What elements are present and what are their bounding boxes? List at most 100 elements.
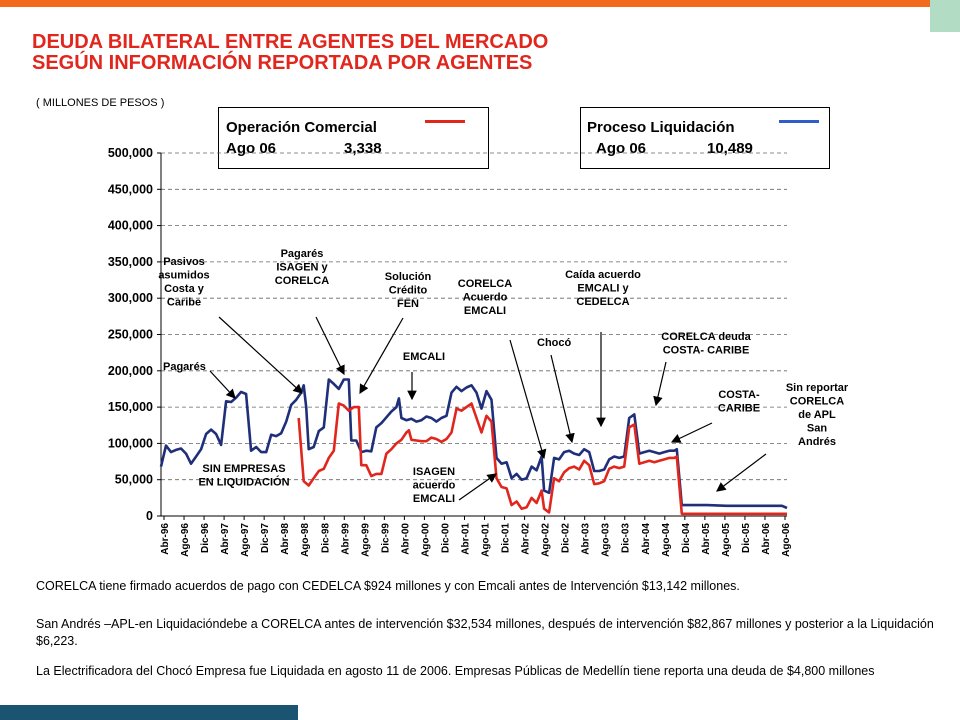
annotation-arrow [315,316,345,376]
annotation-pagares-isagen: CORELCA [275,275,329,287]
annotation-corelca-acuerdo: EMCALI [464,305,506,317]
x-tick-label: Ago-05 [721,523,732,557]
x-tick-label: Ago-00 [420,523,431,557]
annotation-solucion: Crédito [389,285,428,297]
x-tick-label: Abr-04 [641,523,652,555]
units-label: ( MILLONES DE PESOS ) [36,97,165,109]
x-tick-label: Ago-02 [541,523,552,557]
annotation-pasivos: Costa y [164,283,205,295]
annotation-sin-empresas: SIN EMPRESAS [202,463,285,475]
x-tick-label: Abr-98 [280,523,291,555]
annotation-pasivos: Caribe [167,297,201,309]
annotation-arrow [209,370,236,399]
top-accent-bar [0,0,960,7]
x-tick-label: Dic-03 [621,523,632,553]
x-tick-label: Ago-97 [240,523,251,557]
x-tick-label: Dic-04 [681,523,692,553]
y-tick-label: 350,000 [108,255,153,269]
x-tick-label: Ago-98 [300,523,311,557]
x-tick-label: Ago-99 [360,523,371,557]
x-tick-label: Dic-00 [440,523,451,553]
annotation-sin-empresas: EN LIQUIDACIÓN [198,476,289,489]
x-tick-label: Ago-04 [661,523,672,557]
annotation-costa-caribe: CARIBE [718,403,760,415]
corner-accent [930,0,960,32]
annotation-corelca-acuerdo: Acuerdo [463,292,508,304]
note-choco: La Electrificadora del Chocó Empresa fue… [36,664,875,678]
legend-commercial-title: Operación Comercial [226,119,377,136]
x-tick-label: Abr-02 [521,523,532,555]
annotation-costa-caribe: COSTA- [718,389,760,401]
annotation-corelca-deuda: COSTA- CARIBE [663,345,750,357]
y-tick-label: 500,000 [108,146,153,160]
x-tick-label: Dic-98 [320,523,331,553]
legend-liquidation-swatch [779,120,819,123]
annotation-corelca-acuerdo: CORELCA [458,278,512,290]
annotation-arrow [359,317,404,395]
annotation-pagares: Pagarés [163,361,206,373]
y-tick-label: 100,000 [108,436,153,450]
x-tick-label: Dic-05 [741,523,752,553]
x-tick-label: Dic-97 [260,523,271,553]
annotation-sin-reportar: Andrés [798,436,836,448]
legend-liquidation: Proceso Liquidación Ago 06 10,489 [580,107,830,169]
y-tick-label: 0 [146,509,153,523]
legend-commercial-swatch [425,120,465,123]
y-tick-label: 400,000 [108,219,153,233]
x-tick-label: Dic-02 [561,523,572,553]
y-tick-label: 450,000 [108,182,153,196]
annotation-caida: Caída acuerdo [565,269,641,281]
annotation-caida: CEDELCA [576,296,629,308]
y-tick-label: 200,000 [108,364,153,378]
y-tick-label: 300,000 [108,291,153,305]
annotation-pagares-isagen: ISAGEN y [276,262,328,274]
annotation-isagen-acuerdo: acuerdo [413,480,456,492]
x-tick-label: Abr-00 [400,523,411,555]
annotation-choco: Chocó [537,337,572,349]
annotation-sin-reportar: Sin reportar [786,382,849,394]
x-tick-label: Abr-01 [460,523,471,555]
annotation-arrow [670,422,713,443]
series-line-liquidation [159,378,788,510]
x-tick-label: Ago-03 [601,523,612,557]
x-tick-label: Abr-06 [761,523,772,555]
legend-liquidation-title: Proceso Liquidación [587,119,735,136]
annotation-isagen-acuerdo: EMCALI [413,493,455,505]
annotation-arrow [509,339,547,460]
y-tick-label: 150,000 [108,400,153,414]
title-line-2: SEGÚN INFORMACIÓN REPORTADA POR AGENTES [32,52,533,74]
annotation-arrow [550,354,575,444]
annotation-arrow [218,316,303,394]
page-title: DEUDA BILATERAL ENTRE AGENTES DEL MERCAD… [32,32,548,74]
x-tick-label: Dic-01 [501,523,512,553]
x-tick-label: Ago-01 [481,523,492,557]
x-tick-label: Ago-06 [781,523,792,557]
x-tick-label: Abr-96 [160,523,171,555]
annotation-pasivos: asumidos [158,270,209,282]
annotation-pasivos: Pasivos [163,256,205,268]
annotation-arrow [458,473,497,501]
annotation-emcali: EMCALI [403,351,445,363]
x-tick-label: Abr-03 [581,523,592,555]
annotation-corelca-deuda: CORELCA deuda [661,331,751,343]
annotation-caida: EMCALI y [577,283,629,295]
annotation-sin-reportar: CORELCA [790,396,844,408]
x-tick-label: Abr-99 [340,523,351,555]
annotation-solucion: FEN [397,298,419,310]
x-tick-label: Dic-96 [200,523,211,553]
annotation-sin-reportar: San [807,423,827,435]
title-line-1: DEUDA BILATERAL ENTRE AGENTES DEL MERCAD… [32,31,549,53]
annotation-isagen-acuerdo: ISAGEN [413,466,455,478]
annotation-arrow [653,361,667,407]
note-corelca: CORELCA tiene firmado acuerdos de pago c… [36,579,740,593]
note-san-andres: San Andrés –APL-en Liquidacióndebe a COR… [36,617,934,648]
x-tick-label: Ago-96 [180,523,191,557]
annotation-pagares-isagen: Pagarés [281,248,324,260]
bottom-accent-bar [0,705,298,720]
y-tick-label: 250,000 [108,328,153,342]
annotation-arrow [716,453,767,492]
legend-liquidation-value: 10,489 [707,140,753,157]
x-tick-label: Abr-97 [220,523,231,555]
x-tick-label: Dic-99 [380,523,391,553]
